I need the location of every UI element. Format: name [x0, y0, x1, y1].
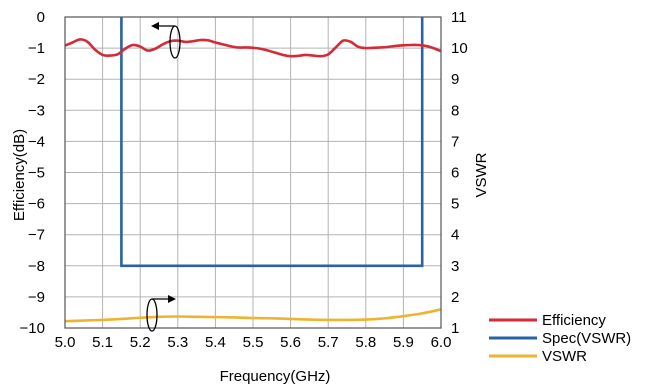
y-left-tick-label: −6 [28, 196, 45, 213]
y-right-tick-label: 3 [451, 258, 459, 275]
y-right-tick-label: 8 [451, 102, 459, 119]
y-right-axis-title: VSWR [473, 152, 490, 197]
y-right-tick-label: 7 [451, 133, 459, 150]
arrow-left-icon [151, 22, 159, 30]
x-tick-label: 5.5 [243, 334, 264, 351]
legend-label-spec: Spec(VSWR) [542, 330, 631, 347]
series-line-spec-vswr [120, 17, 424, 268]
arrow-right-icon [168, 295, 176, 303]
y-left-tick-label: 0 [37, 9, 45, 26]
y-right-tick-label: 2 [451, 289, 459, 306]
y-left-tick-label: −9 [28, 289, 45, 306]
vswr-axis-marker [146, 295, 176, 332]
marker-ellipse [146, 298, 158, 332]
tick-labels: 5.0 5.1 5.2 5.3 5.4 5.5 5.6 5.7 5.8 5.9 6.0 0 −1 −2 −3… [20, 9, 468, 351]
plot-frame [64, 16, 442, 329]
y-left-tick-label: −1 [28, 40, 45, 57]
y-right-tick-label: 11 [451, 9, 467, 26]
legend-label-efficiency: Efficiency [542, 312, 606, 329]
y-right-tick-label: 1 [451, 320, 459, 337]
x-tick-label: 5.3 [167, 334, 188, 351]
x-tick-label: 6.0 [431, 334, 452, 351]
legend-label-vswr: VSWR [542, 348, 587, 365]
x-tick-label: 5.6 [280, 334, 301, 351]
y-left-tick-label: −4 [28, 133, 45, 150]
x-tick-label: 5.7 [318, 334, 339, 351]
y-left-tick-label: −7 [28, 227, 45, 244]
axis-direction-markers [146, 22, 181, 332]
x-tick-label: 5.8 [355, 334, 376, 351]
x-tick-label: 5.4 [205, 334, 226, 351]
legend: Efficiency Spec(VSWR) VSWR [489, 312, 631, 365]
x-tick-label: 5.9 [393, 334, 414, 351]
x-tick-label: 5.1 [92, 334, 113, 351]
y-right-tick-label: 6 [451, 165, 459, 182]
x-tick-label: 5.0 [55, 334, 76, 351]
y-left-tick-label: −10 [20, 320, 45, 337]
x-tick-label: 5.2 [130, 334, 151, 351]
plot-series [64, 17, 442, 323]
y-right-tick-label: 9 [451, 71, 459, 88]
y-left-tick-label: −5 [28, 165, 45, 182]
y-right-tick-label: 5 [451, 196, 459, 213]
y-left-axis-title: Efficiency(dB) [11, 129, 28, 221]
y-left-tick-label: −2 [28, 71, 45, 88]
y-left-tick-label: −8 [28, 258, 45, 275]
efficiency-axis-marker [151, 22, 181, 59]
series-line-vswr [64, 308, 442, 323]
y-left-tick-label: −3 [28, 102, 45, 119]
y-right-tick-label: 4 [451, 227, 459, 244]
y-right-tick-label: 10 [451, 40, 468, 57]
x-axis-title: Frequency(GHz) [220, 368, 331, 385]
series-line-efficiency [64, 38, 442, 58]
